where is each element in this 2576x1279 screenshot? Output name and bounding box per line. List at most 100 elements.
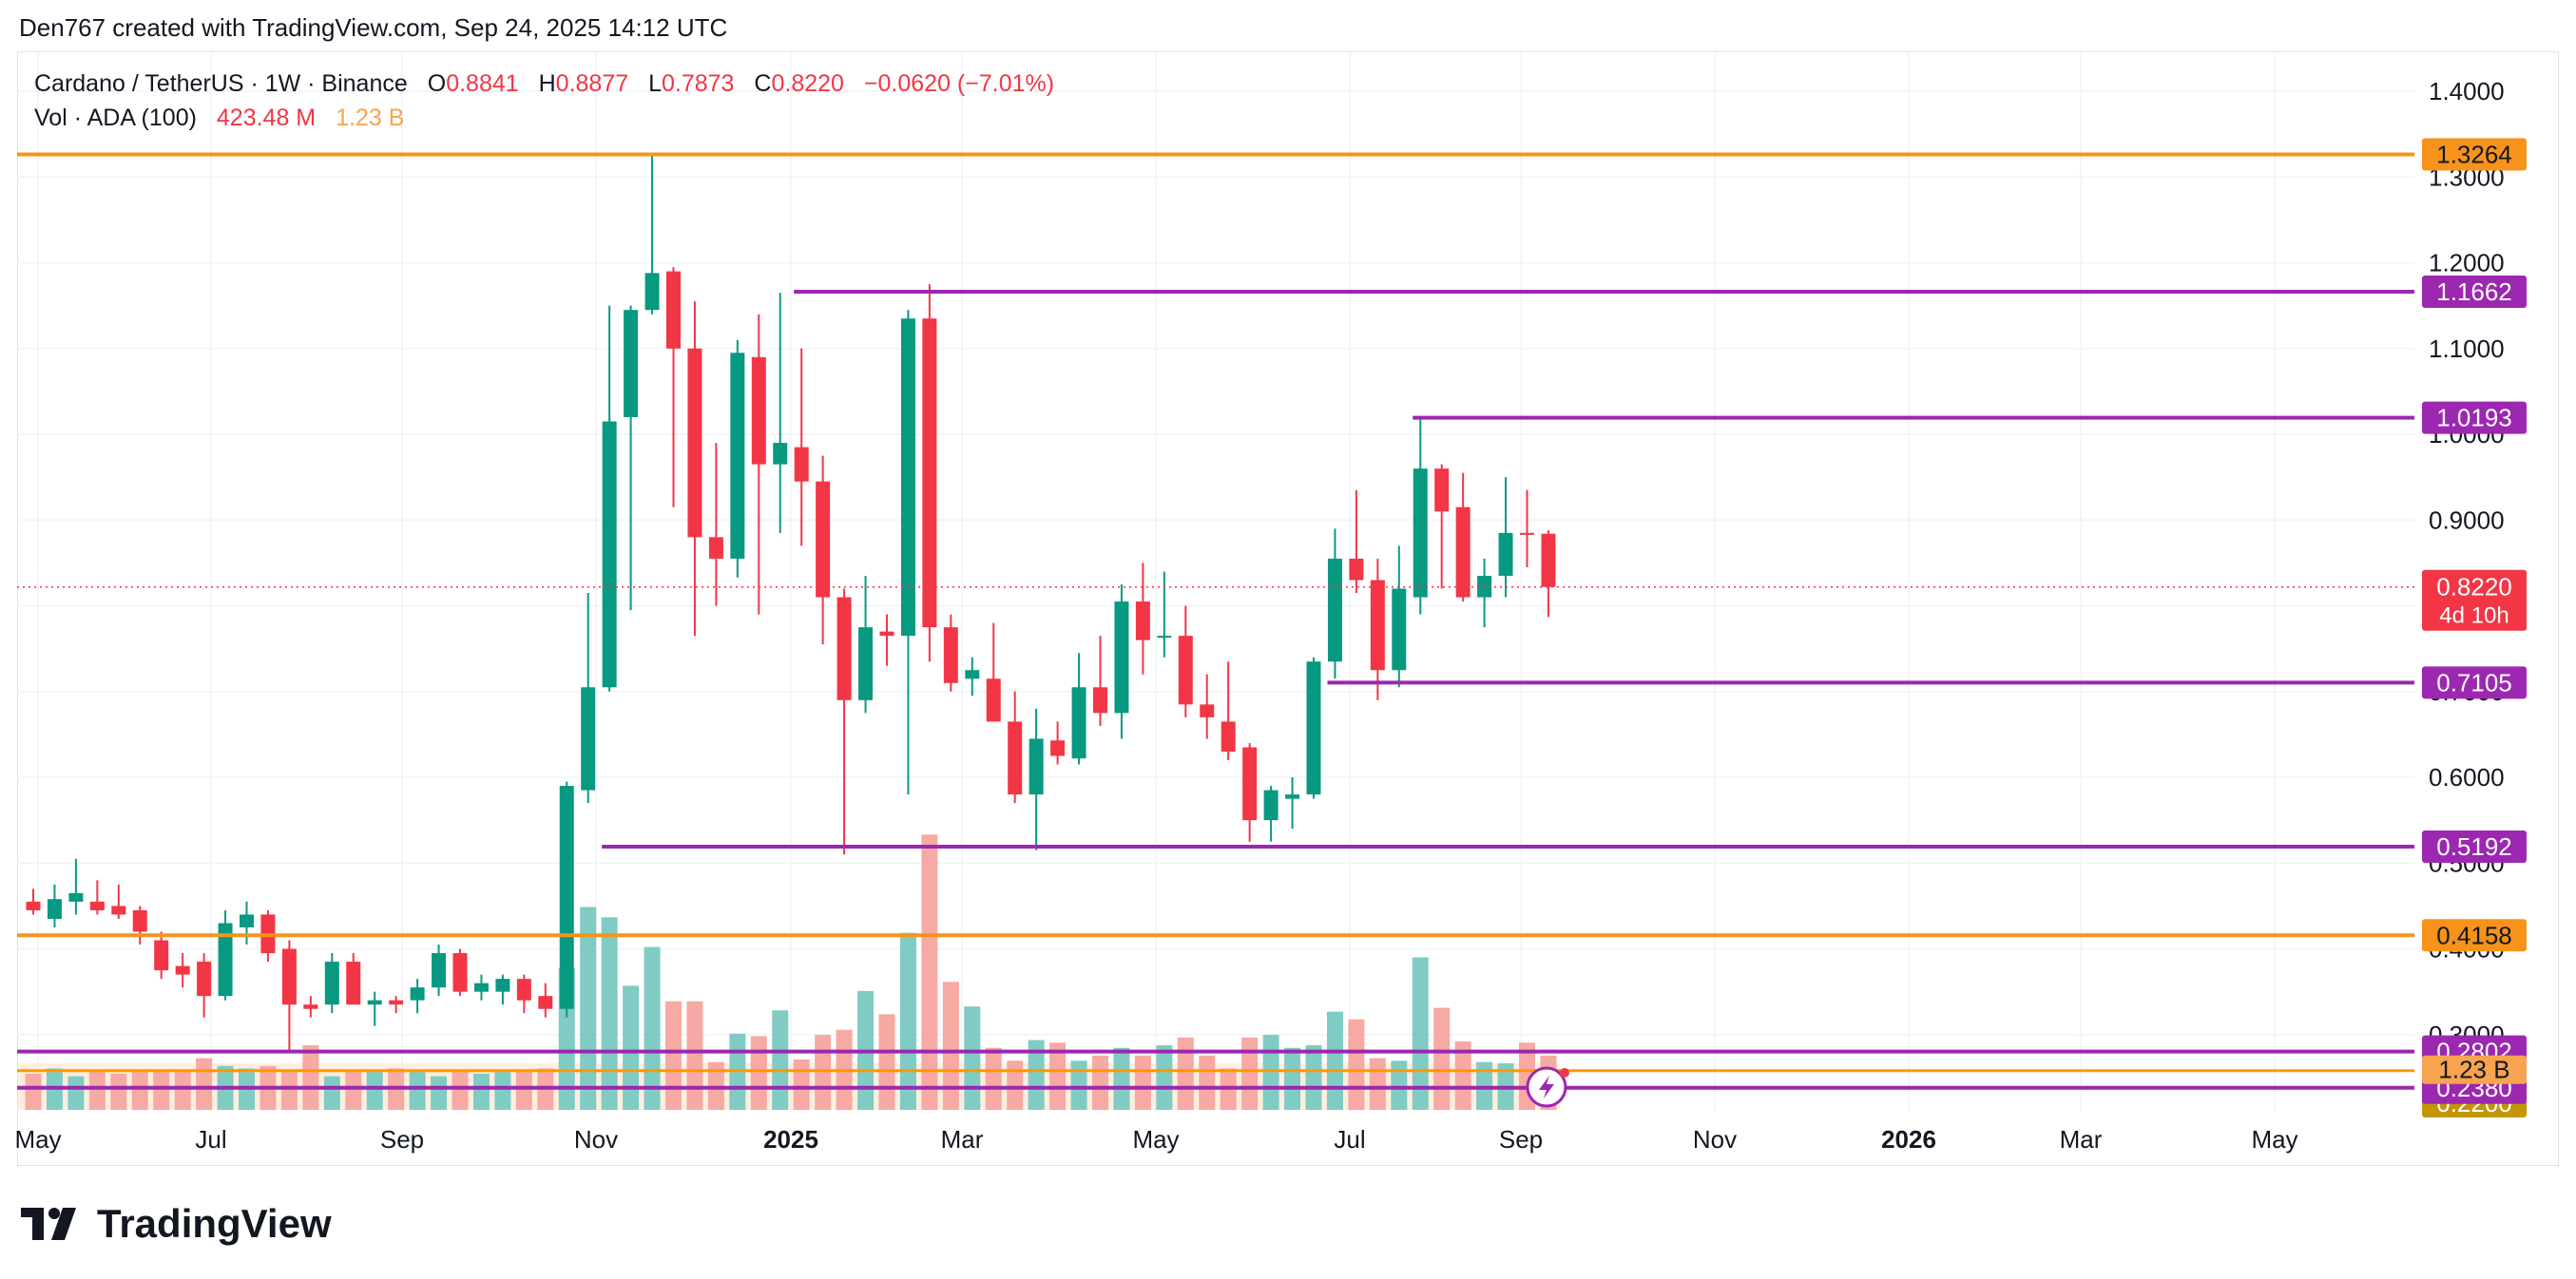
candle-body: [644, 273, 660, 311]
last-price-tag: 0.8220: [2436, 573, 2512, 601]
level-price-tag-bg: [2422, 276, 2527, 309]
legend-volume-row: Vol · ADA (100) 423.48 M 1.23 B: [34, 101, 1054, 135]
time-tick-label: 2025: [763, 1125, 818, 1154]
volume-ma-tag: 1.23 B: [2438, 1056, 2509, 1084]
level-price-tag-bg: [2422, 138, 2527, 171]
volume-title[interactable]: Vol · ADA (100): [34, 105, 197, 131]
lightning-bolt-icon: [1538, 1076, 1554, 1098]
close-label: C: [754, 70, 772, 97]
grid-lines: [17, 52, 2414, 1112]
volume-bar: [409, 1071, 426, 1110]
volume-bar: [1028, 1040, 1045, 1110]
chart-extras: [1526, 1066, 1569, 1108]
candle-body: [965, 670, 980, 679]
candle-body: [666, 271, 681, 349]
level-price-tag-bg: [2422, 666, 2527, 699]
candle-body: [730, 353, 745, 559]
level-price-tag-bg: [2422, 919, 2527, 952]
low-value: 0.7873: [662, 70, 735, 97]
volume-bar: [515, 1071, 532, 1110]
volume-bar: [196, 1058, 213, 1110]
candle-body: [922, 318, 937, 628]
brand-name: TradingView: [97, 1201, 332, 1246]
volume-bar: [1433, 1007, 1451, 1110]
candle-body: [1242, 747, 1258, 821]
volume-bar: [580, 907, 597, 1110]
candle-body: [1071, 687, 1086, 759]
candle-body: [432, 953, 447, 988]
level-price-tag: 1.0193: [2436, 404, 2512, 432]
symbol-title[interactable]: Cardano / TetherUS · 1W · Binance: [34, 70, 408, 97]
candle-body: [794, 447, 809, 482]
candle-body: [858, 627, 874, 700]
volume-bar: [772, 1010, 789, 1110]
price-axis[interactable]: 1.40001.30001.20001.10001.00000.90000.80…: [2422, 77, 2527, 1117]
volume-bar: [793, 1059, 810, 1110]
candle-body: [389, 1000, 404, 1005]
level-price-tag: 0.7105: [2436, 668, 2512, 697]
candle-body: [602, 421, 617, 688]
volume-bar: [1007, 1060, 1024, 1110]
volume-bar: [665, 1001, 682, 1110]
change-value: −0.0620 (−7.01%): [863, 70, 1055, 97]
candle-body: [773, 443, 788, 465]
volume-bar: [1241, 1037, 1259, 1110]
candle-body: [559, 786, 574, 1009]
candle-body: [218, 923, 233, 997]
open-label: O: [427, 70, 447, 97]
time-tick-label: 2026: [1881, 1125, 1936, 1154]
volume-value: 423.48 M: [216, 105, 317, 131]
volume-bar: [686, 1001, 703, 1110]
volume-bar: [1049, 1042, 1067, 1110]
candle-body: [132, 909, 147, 932]
volume-bar: [1070, 1060, 1087, 1110]
volume-bar: [878, 1014, 895, 1110]
time-tick-label: Nov: [574, 1125, 618, 1154]
candle-body: [197, 962, 212, 997]
volume-bar: [88, 1071, 106, 1110]
candle-body: [89, 901, 105, 910]
volume-bar: [1262, 1035, 1279, 1110]
time-tick-label: May: [14, 1125, 61, 1154]
time-tick-label: Jul: [195, 1125, 226, 1154]
candle-body: [324, 962, 339, 1005]
volume-bar: [174, 1071, 191, 1110]
volume-bar: [131, 1071, 148, 1110]
candle-body: [111, 906, 126, 915]
candle-body: [68, 892, 84, 902]
candle-body: [1392, 588, 1407, 671]
volume-bar: [1305, 1045, 1322, 1110]
candle-body: [624, 310, 639, 417]
candle-body: [1028, 738, 1044, 795]
candle-body: [1434, 468, 1450, 512]
legend-ohlc-row: Cardano / TetherUS · 1W · Binance O0.884…: [34, 67, 1054, 101]
volume-bar: [899, 932, 916, 1110]
volume-bar: [1348, 1019, 1365, 1110]
countdown-tag: 4d 10h: [2439, 603, 2509, 629]
price-tick-label: 1.4000: [2429, 77, 2505, 105]
candle-body: [495, 979, 510, 992]
tradingview-logo-icon: [21, 1208, 76, 1240]
time-tick-label: Sep: [380, 1125, 424, 1154]
volume-bar: [345, 1071, 362, 1110]
candle-body: [175, 965, 190, 975]
volume-bar: [280, 1071, 298, 1110]
time-axis[interactable]: May Jul Sep Nov 2025 Mar May Jul Sep Nov 2026 Mar Ma…: [14, 1125, 2297, 1154]
price-tick-label: 0.6000: [2429, 763, 2505, 792]
volume-bar: [1369, 1058, 1386, 1110]
candle-body: [346, 962, 361, 1005]
low-label: L: [648, 70, 662, 97]
candle-body: [1093, 687, 1107, 714]
tradingview-brand[interactable]: TradingView: [21, 1201, 332, 1247]
candle-body: [836, 597, 852, 700]
candle-body: [1541, 533, 1556, 587]
volume-bars: [17, 834, 1560, 1110]
candle-body: [879, 631, 894, 637]
level-price-tag: 0.4158: [2436, 921, 2512, 949]
volume-bar: [494, 1071, 511, 1110]
candle-body: [816, 481, 831, 598]
candle-body: [1200, 704, 1215, 717]
volume-bar: [153, 1071, 170, 1110]
open-value: 0.8841: [446, 70, 519, 97]
